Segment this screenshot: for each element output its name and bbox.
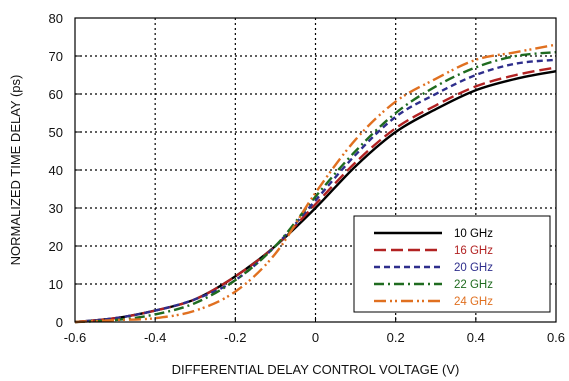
y-tick-label: 30 — [49, 201, 63, 216]
x-tick-label: 0.4 — [467, 330, 485, 345]
y-tick-label: 50 — [49, 125, 63, 140]
axis-ticks: -0.6 -0.4 -0.2 0 0.2 0.4 0.6 0 10 20 30 40 50 60 70 80 — [49, 11, 566, 345]
series-line-16-ghz — [74, 66, 557, 324]
legend-label: 20 GHz — [454, 262, 493, 274]
x-axis-label: DIFFERENTIAL DELAY CONTROL VOLTAGE (V) — [172, 362, 460, 377]
series-line-22-ghz — [74, 51, 557, 324]
legend-label: 10 GHz — [454, 228, 493, 240]
y-axis-label: NORMALIZED TIME DELAY (ps) — [8, 75, 23, 266]
legend-label: 16 GHz — [454, 245, 493, 257]
series-lines — [74, 43, 557, 324]
y-tick-label: 0 — [56, 315, 63, 330]
x-tick-label: 0 — [312, 330, 319, 345]
y-tick-label: 80 — [49, 11, 63, 26]
legend-box — [353, 215, 551, 313]
y-tick-label: 40 — [49, 163, 63, 178]
x-tick-label: -0.6 — [64, 330, 86, 345]
legend-label: 22 GHz — [454, 279, 493, 291]
legend-label: 24 GHz — [454, 296, 493, 308]
y-tick-label: 20 — [49, 239, 63, 254]
x-tick-label: 0.6 — [547, 330, 565, 345]
y-tick-label: 70 — [49, 49, 63, 64]
x-tick-label: -0.2 — [224, 330, 246, 345]
y-tick-label: 10 — [49, 277, 63, 292]
y-tick-label: 60 — [49, 87, 63, 102]
x-tick-label: 0.2 — [387, 330, 405, 345]
series-line-20-ghz — [74, 58, 557, 324]
x-tick-label: -0.4 — [144, 330, 166, 345]
legend: 10 GHz 16 GHz 20 GHz 22 GHz 24 GHz — [353, 215, 551, 313]
